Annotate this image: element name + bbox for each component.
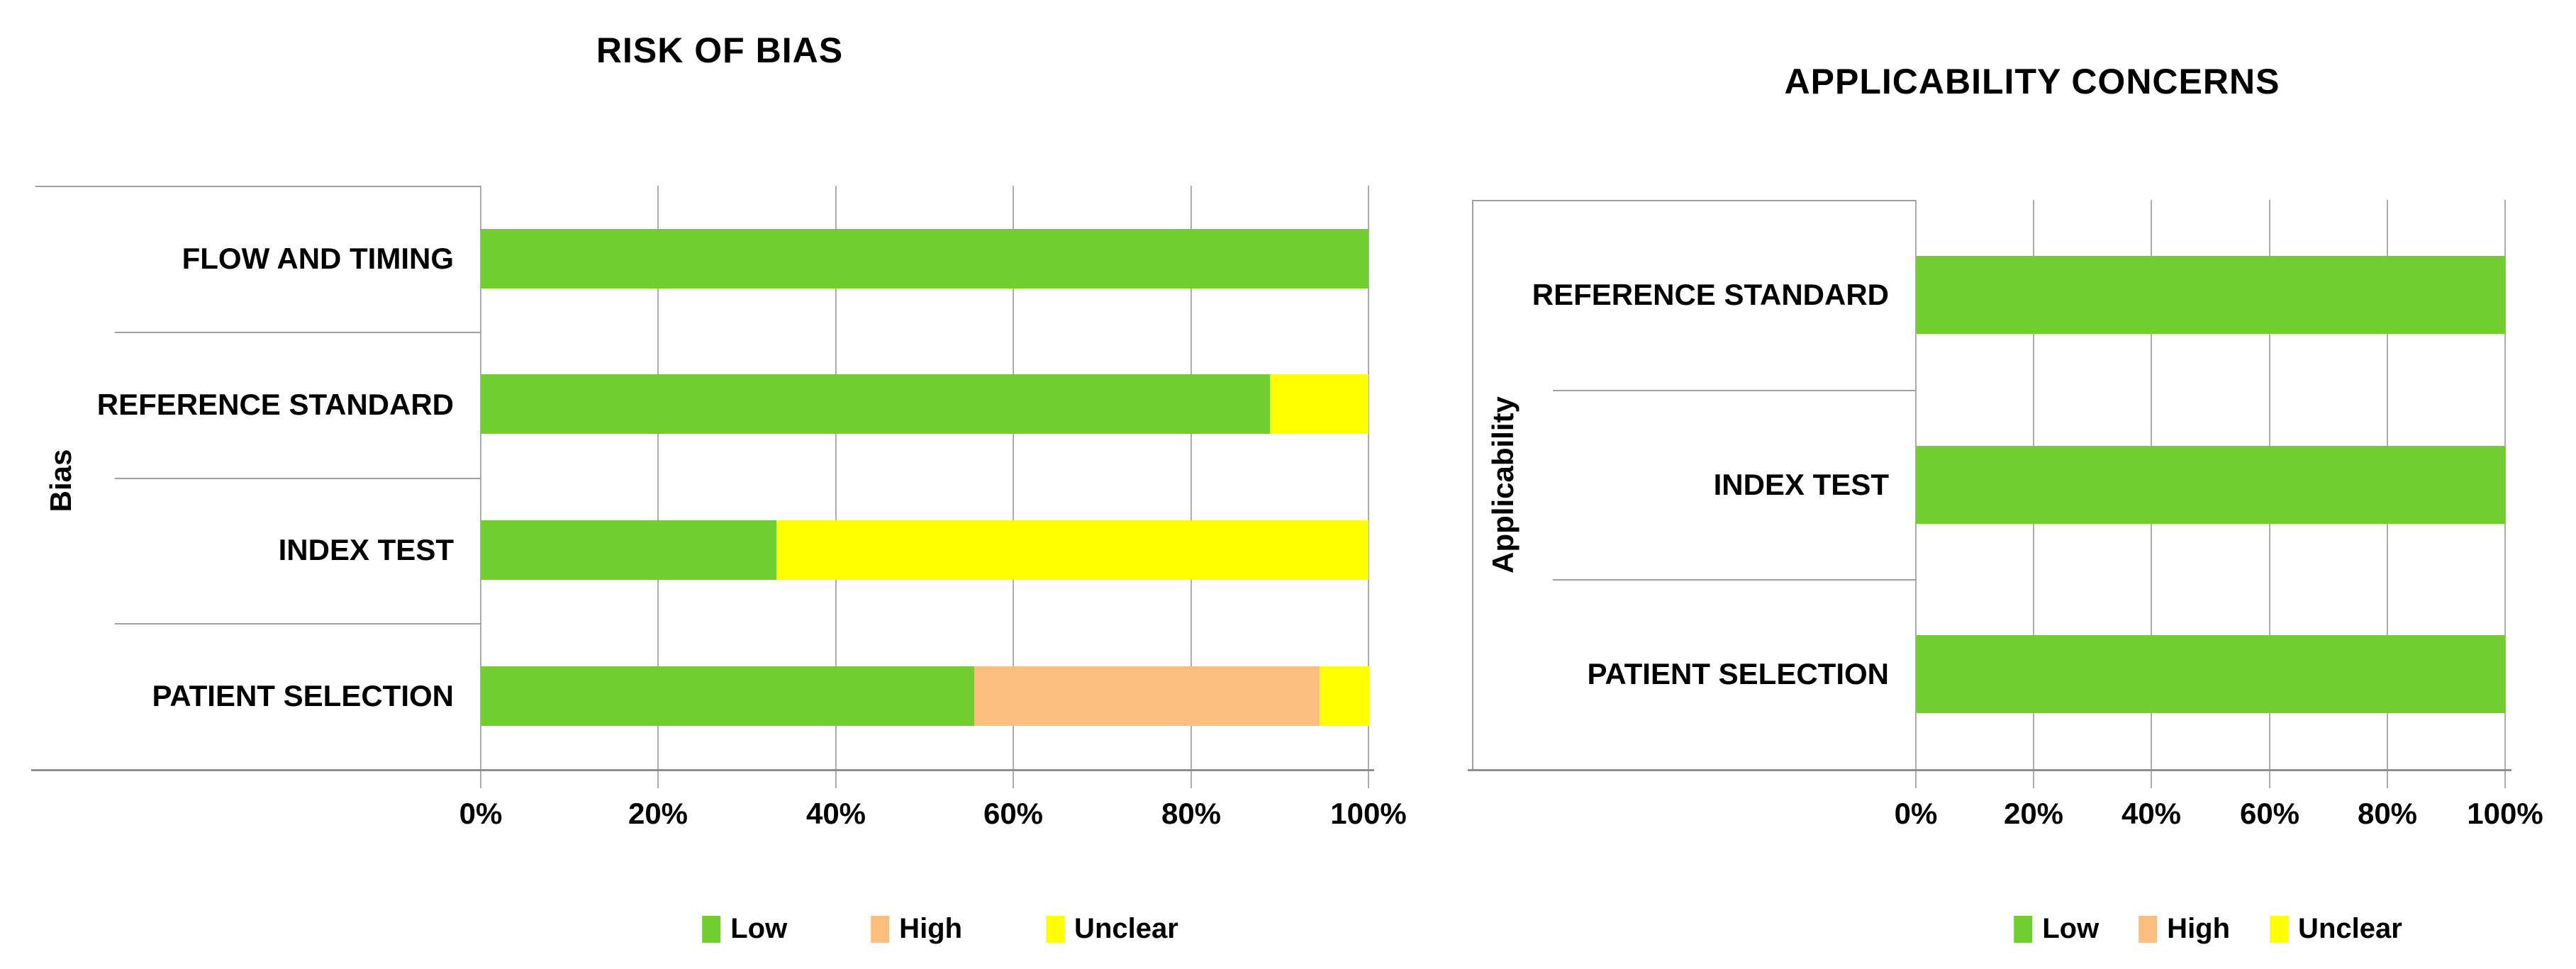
bar-segment-low [1916,446,2505,524]
legend-swatch-low [2014,915,2033,943]
gridline [835,186,837,788]
legend-label: High [2167,913,2231,944]
gridline [657,186,659,788]
legend-item: Unclear [1046,913,1178,945]
x-tick-label: 20% [2003,797,2064,830]
gridline [480,186,481,788]
category-label: PATIENT SELECTION [1587,657,1889,690]
bar-segment-low [1916,256,2505,334]
x-tick-label: 40% [2121,797,2182,830]
category-separator [1553,390,1916,391]
x-tick-label: 80% [2357,797,2418,830]
x-tick-label: 100% [2467,797,2543,830]
category-separator [115,478,481,479]
category-label: REFERENCE STANDARD [96,388,454,421]
legend: Low High Unclear [702,913,1178,945]
legend-swatch-high [2139,915,2158,943]
x-tick-label: 60% [2239,797,2300,830]
category-label: FLOW AND TIMING [182,242,454,275]
legend-label: Unclear [2298,913,2402,944]
bar-segment-unclear [776,520,1368,580]
legend-item: Unclear [2270,913,2402,945]
legend-swatch-unclear [1046,915,1065,943]
label-box-top-border [1472,200,1916,201]
bar-segment-unclear [1320,666,1369,726]
gridline [2504,200,2506,788]
legend-label: Unclear [1074,913,1178,944]
y-axis-title: Applicability [1486,396,1520,573]
legend-label: Low [730,913,788,944]
category-separator [1553,579,1916,581]
legend-label: Low [2042,913,2100,944]
bar-segment-low [481,374,1270,434]
gridline [1368,186,1369,788]
x-axis-line [31,769,1374,771]
bar-segment-low [481,229,1368,289]
x-tick-label: 40% [805,797,866,830]
label-box-top-border [35,186,481,187]
legend-label: High [899,913,963,944]
legend-item: High [871,913,962,945]
bar-segment-unclear [1270,374,1368,434]
x-tick-label: 0% [1894,797,1938,830]
bar-segment-low [481,666,974,726]
x-tick-label: 100% [1330,797,1407,830]
x-tick-label: 0% [459,797,503,830]
x-tick-label: 60% [983,797,1044,830]
category-separator [115,623,481,624]
x-tick-label: 80% [1161,797,1222,830]
legend-swatch-unclear [2270,915,2289,943]
label-box-left-border [1472,200,1473,769]
gridline [1013,186,1014,788]
legend-item: Low [2014,913,2099,945]
x-axis-line [1468,769,2511,771]
gridline [1191,186,1192,788]
legend-swatch-high [871,915,890,943]
bar-segment-low [481,520,776,580]
chart-title: APPLICABILITY CONCERNS [1784,62,2280,101]
chart-title: RISK OF BIAS [596,30,844,70]
y-axis-title: Bias [44,449,77,512]
legend: Low High Unclear [2014,913,2402,945]
legend-item: Low [702,913,787,945]
category-separator [115,332,481,333]
x-tick-label: 20% [628,797,688,830]
category-label: PATIENT SELECTION [152,679,454,712]
bar-segment-low [1916,635,2505,713]
legend-swatch-low [702,915,721,943]
category-label: REFERENCE STANDARD [1532,278,1889,311]
category-label: INDEX TEST [1713,468,1889,501]
category-label: INDEX TEST [278,533,454,566]
legend-item: High [2139,913,2230,945]
bar-segment-high [974,666,1320,726]
